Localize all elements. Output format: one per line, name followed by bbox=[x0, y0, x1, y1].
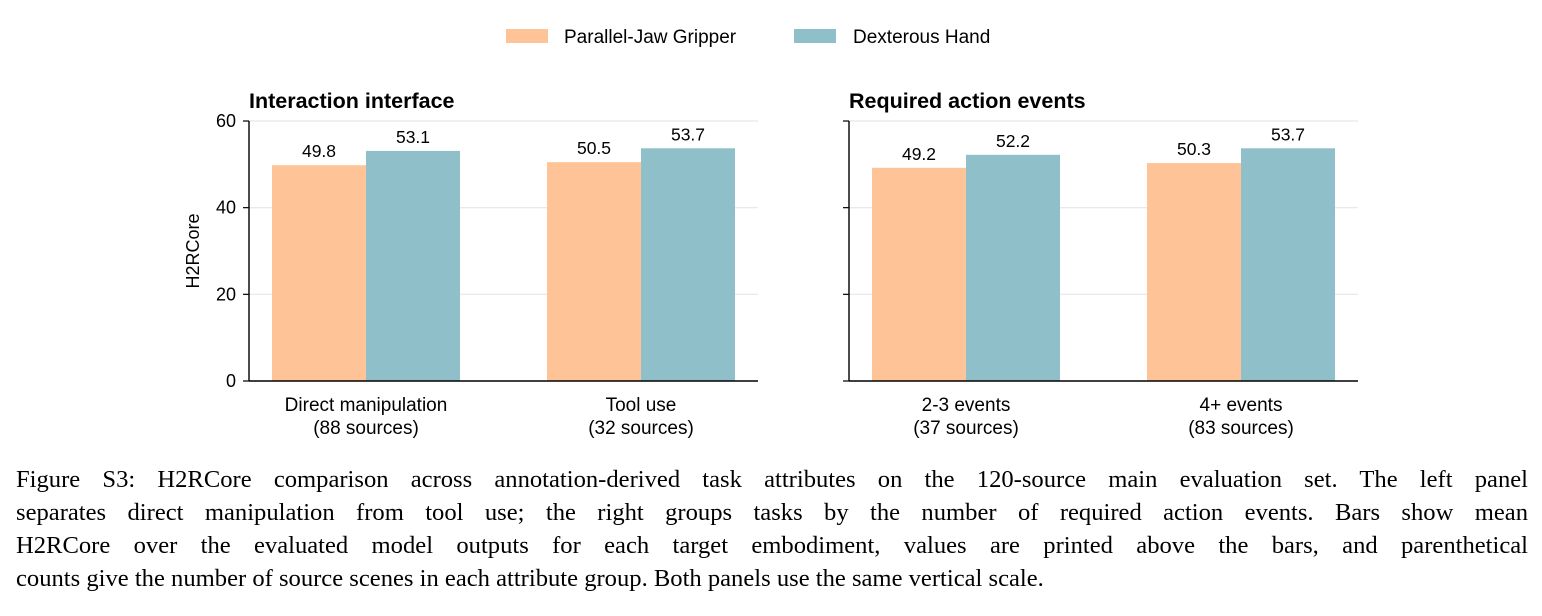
caption-line: separates direct manipulation from tool … bbox=[16, 499, 1528, 526]
panel-title: Required action events bbox=[849, 89, 1086, 113]
bar-dexterous-hand bbox=[641, 148, 735, 381]
bar-value-label: 53.7 bbox=[1271, 124, 1305, 144]
bar-value-label: 50.3 bbox=[1177, 139, 1211, 159]
bar-dexterous-hand bbox=[966, 154, 1060, 381]
caption-line: H2RCore over the evaluated model outputs… bbox=[16, 532, 1528, 559]
y-tick-label: 40 bbox=[216, 198, 236, 218]
panel-interaction-interface: 0 20 40 60 49.8 50.5 53.1 53.7 Direct manipulati… bbox=[183, 89, 758, 439]
bar-value-label: 49.8 bbox=[302, 141, 336, 161]
y-axis-label: H2RCore bbox=[183, 213, 203, 288]
legend-swatch-parallel-jaw-gripper bbox=[506, 29, 548, 43]
figure: Parallel-Jaw Gripper Dexterous Hand 0 20 40… bbox=[183, 27, 1358, 439]
bar-parallel-jaw-gripper bbox=[272, 165, 366, 381]
y-tick-label: 0 bbox=[226, 371, 236, 391]
caption-line: Figure S3: H2RCore comparison across ann… bbox=[16, 466, 1528, 493]
y-tick-label: 60 bbox=[216, 111, 236, 131]
legend-label-parallel-jaw-gripper: Parallel-Jaw Gripper bbox=[564, 27, 737, 48]
bar-value-label: 49.2 bbox=[902, 144, 936, 164]
bar-parallel-jaw-gripper bbox=[872, 167, 966, 381]
bar-value-label: 53.7 bbox=[671, 124, 705, 144]
panel-title: Interaction interface bbox=[249, 89, 455, 113]
x-tick-label: 4+ events (83 sources) bbox=[1188, 395, 1294, 439]
bar-value-label: 53.1 bbox=[396, 127, 430, 147]
figure-caption: Figure S3: H2RCore comparison across ann… bbox=[16, 463, 1528, 595]
x-tick-label: Tool use (32 sources) bbox=[588, 395, 694, 439]
bar-dexterous-hand bbox=[366, 150, 460, 381]
panel-required-action-events: 49.2 50.3 52.2 53.7 2-3 events (37 sources) 4+… bbox=[843, 89, 1358, 439]
bar-value-label: 52.2 bbox=[996, 131, 1030, 151]
caption-line: counts give the number of source scenes … bbox=[16, 565, 1044, 592]
legend-label-dexterous-hand: Dexterous Hand bbox=[853, 27, 990, 48]
bar-parallel-jaw-gripper bbox=[547, 162, 641, 381]
y-tick-label: 20 bbox=[216, 284, 236, 304]
x-tick-label: Direct manipulation (88 sources) bbox=[285, 395, 448, 439]
legend-swatch-dexterous-hand bbox=[794, 29, 836, 43]
bar-value-label: 50.5 bbox=[577, 138, 611, 158]
x-tick-label: 2-3 events (37 sources) bbox=[913, 395, 1019, 439]
legend: Parallel-Jaw Gripper Dexterous Hand bbox=[506, 27, 990, 48]
bar-parallel-jaw-gripper bbox=[1147, 163, 1241, 381]
bar-dexterous-hand bbox=[1241, 148, 1335, 381]
